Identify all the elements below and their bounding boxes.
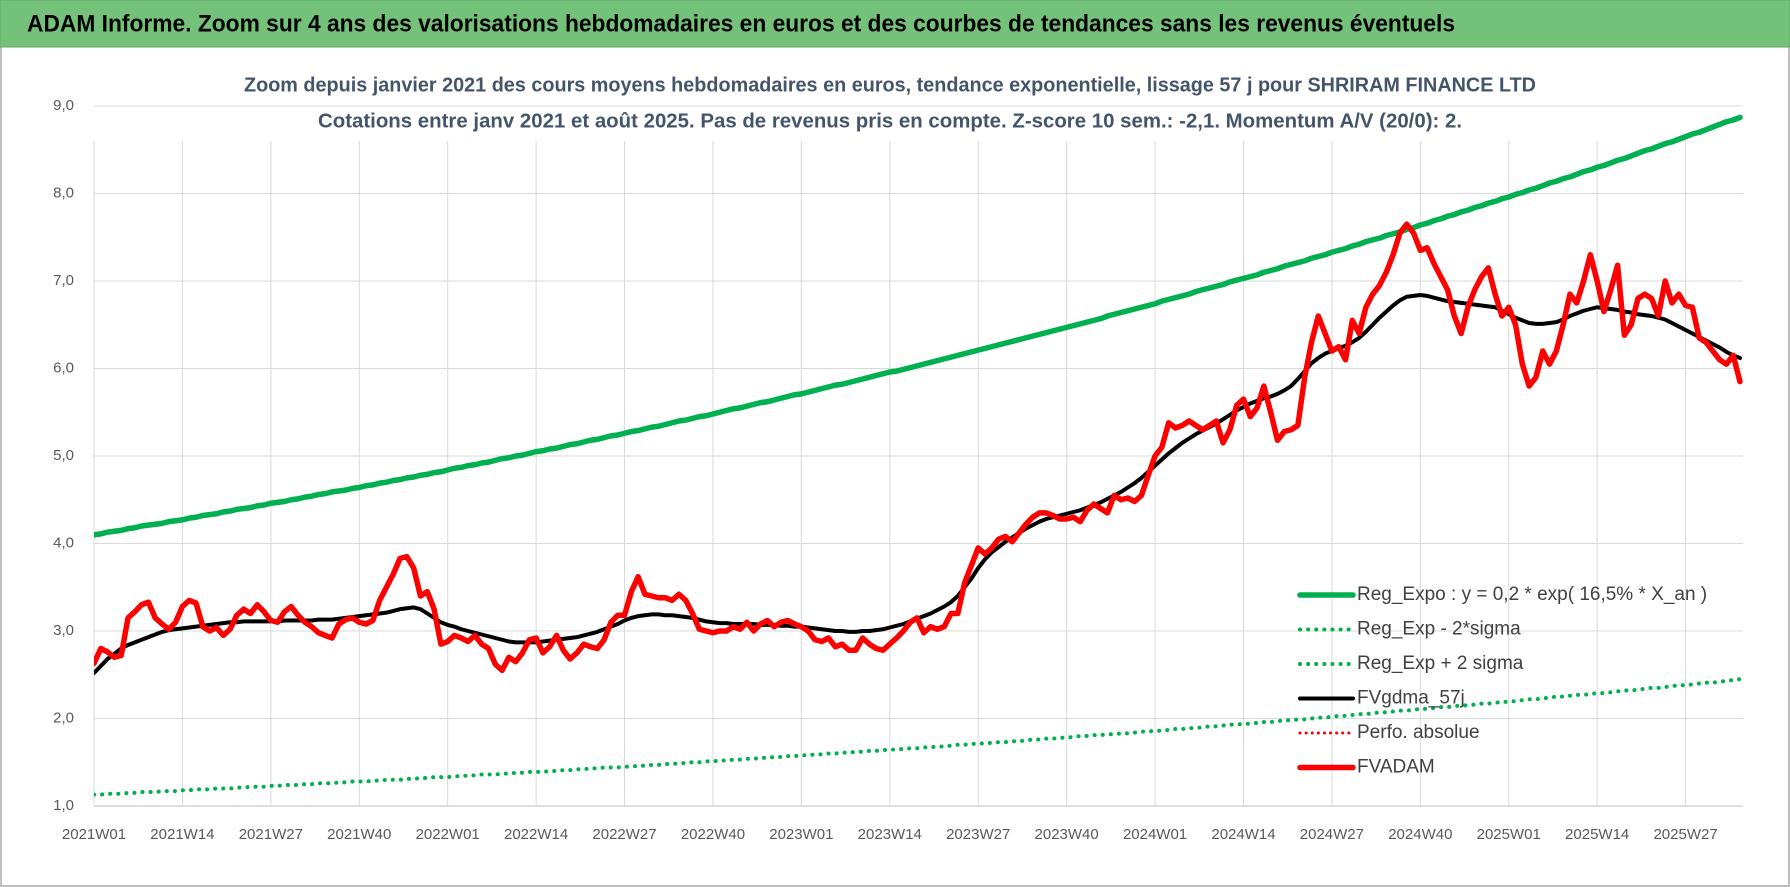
- x-tick-label: 2022W27: [592, 826, 656, 843]
- y-tick-label: 1,0: [53, 797, 74, 814]
- x-tick-label: 2024W14: [1211, 826, 1275, 843]
- x-tick-label: 2025W27: [1653, 826, 1717, 843]
- y-tick-label: 5,0: [53, 447, 74, 464]
- y-tick-label: 2,0: [53, 709, 74, 726]
- y-tick-label: 6,0: [53, 359, 74, 376]
- y-tick-label: 9,0: [53, 97, 74, 114]
- x-tick-label: 2024W40: [1388, 826, 1452, 843]
- x-tick-label: 2021W01: [62, 826, 126, 843]
- x-tick-label: 2021W14: [150, 826, 214, 843]
- chart-subtitle: Zoom depuis janvier 2021 des cours moyen…: [244, 74, 1536, 96]
- y-tick-label: 3,0: [53, 622, 74, 639]
- x-tick-label: 2023W14: [858, 826, 922, 843]
- header-title: ADAM Informe. Zoom sur 4 ans des valoris…: [27, 10, 1455, 37]
- x-tick-label: 2022W14: [504, 826, 568, 843]
- chart-subtitle: Cotations entre janv 2021 et août 2025. …: [318, 110, 1462, 132]
- legend-label: Perfo. absolue: [1357, 722, 1480, 743]
- x-tick-label: 2024W27: [1300, 826, 1364, 843]
- y-tick-label: 4,0: [53, 534, 74, 551]
- legend-label: FVgdma_57j: [1357, 688, 1465, 709]
- x-tick-label: 2021W27: [239, 826, 303, 843]
- x-tick-label: 2022W01: [416, 826, 480, 843]
- legend-label: Reg_Exp + 2 sigma: [1357, 653, 1524, 674]
- legend: Reg_Expo : y = 0,2 * exp( 16,5% * X_an )…: [1297, 584, 1707, 778]
- x-tick-label: 2025W01: [1477, 826, 1541, 843]
- series-line: [94, 221, 1743, 674]
- plot: [94, 114, 1743, 797]
- grid: 1,0 2,0 3,0 4,0 5,0 6,0 7,0 8,0 9,0 2021W01 2021W1…: [53, 97, 1743, 843]
- legend-label: FVADAM: [1357, 757, 1435, 778]
- y-tick-label: 7,0: [53, 272, 74, 289]
- x-tick-label: 2021W40: [327, 826, 391, 843]
- x-tick-label: 2024W01: [1123, 826, 1187, 843]
- y-tick-label: 8,0: [53, 184, 74, 201]
- x-tick-label: 2023W01: [769, 826, 833, 843]
- legend-label: Reg_Expo : y = 0,2 * exp( 16,5% * X_an ): [1357, 584, 1707, 605]
- series-line: [94, 677, 1742, 797]
- series-line: [94, 114, 1743, 538]
- x-tick-label: 2022W40: [681, 826, 745, 843]
- x-tick-label: 2023W40: [1035, 826, 1099, 843]
- header-band: [0, 0, 1790, 48]
- x-tick-label: 2023W27: [946, 826, 1010, 843]
- x-tick-label: 2025W14: [1565, 826, 1629, 843]
- legend-label: Reg_Exp - 2*sigma: [1357, 619, 1521, 640]
